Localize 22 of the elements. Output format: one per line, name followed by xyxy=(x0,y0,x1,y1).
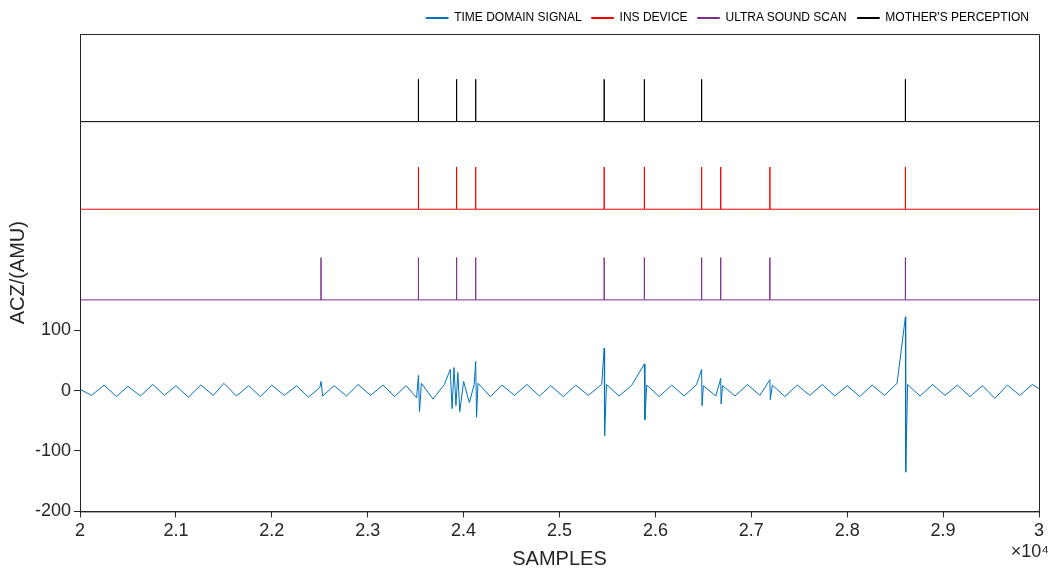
y-tick-label: -200 xyxy=(35,500,72,521)
x-tick-label: 2.7 xyxy=(738,520,764,541)
x-tick-label: 2.4 xyxy=(451,520,477,541)
x-tick-label: 2.5 xyxy=(547,520,573,541)
legend-label: INS DEVICE xyxy=(619,10,688,25)
y-axis-title: ACZ/(AMU) xyxy=(5,221,28,325)
legend-label: TIME DOMAIN SIGNAL xyxy=(454,10,582,25)
x-tick-label: 2.3 xyxy=(355,520,381,541)
x-tick-label: 3 xyxy=(1033,520,1045,541)
x-tick-label: 2 xyxy=(75,520,86,541)
x-tick-label: 2.6 xyxy=(642,520,668,541)
x-tick-label: 2.9 xyxy=(930,520,956,541)
x-axis-title: SAMPLES xyxy=(512,546,607,569)
x-tick-label: 2.1 xyxy=(163,520,189,541)
y-tick-label: -100 xyxy=(35,439,72,460)
text: ×10⁴ xyxy=(1010,541,1049,562)
y-tick-label: 100 xyxy=(40,319,72,340)
y-tick-label: 0 xyxy=(61,379,72,400)
legend-label: MOTHER'S PERCEPTION xyxy=(885,10,1029,25)
x-tick-label: 2.2 xyxy=(259,520,285,541)
legend-label: ULTRA SOUND SCAN xyxy=(725,10,847,25)
x-tick-label: 2.8 xyxy=(834,520,860,541)
